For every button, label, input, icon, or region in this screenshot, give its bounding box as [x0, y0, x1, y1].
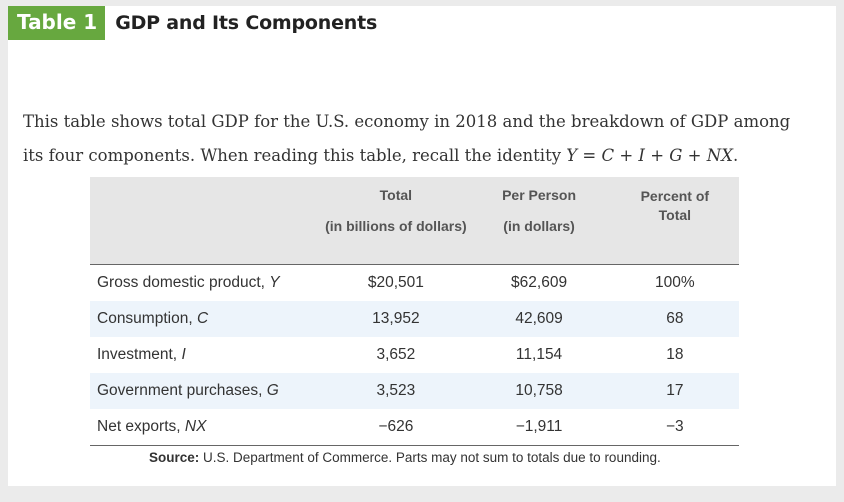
- row-variable: G: [266, 382, 279, 399]
- header-total: Total (in billions of dollars): [324, 177, 468, 265]
- table-row: Investment, I 3,652 11,154 18: [90, 337, 739, 373]
- header-total-title: Total: [379, 187, 413, 203]
- row-label-text: Government purchases,: [97, 382, 263, 399]
- row-variable: C: [196, 310, 209, 327]
- row-label: Government purchases, G: [90, 373, 325, 409]
- cell-total: $20,501: [367, 274, 424, 291]
- row-label: Gross domestic product, Y: [90, 265, 324, 302]
- row-label-text: Consumption,: [97, 310, 193, 327]
- cell-total: 3,523: [324, 373, 468, 409]
- row-variable: Y: [269, 274, 280, 291]
- intro-end: .: [732, 146, 739, 165]
- row-label: Investment, I: [90, 337, 324, 373]
- table-row: Net exports, NX −626 −1,911 −3: [90, 409, 739, 446]
- intro-text: This table shows total GDP for the U.S. …: [23, 112, 791, 165]
- cell-total: 13,952: [324, 301, 468, 337]
- table-header-row: Total (in billions of dollars) Per Perso…: [90, 177, 739, 265]
- gdp-components-table: Total (in billions of dollars) Per Perso…: [90, 177, 739, 446]
- row-label-text: Net exports,: [97, 418, 181, 435]
- row-label-text: Investment,: [97, 346, 178, 363]
- table-row: Gross domestic product, Y $20,501 $62,60…: [90, 265, 739, 302]
- table-header: Table 1 GDP and Its Components: [8, 6, 377, 40]
- table-title: GDP and Its Components: [115, 12, 378, 34]
- header-per-person: Per Person (in dollars): [467, 177, 611, 265]
- cell-total: −626: [324, 409, 468, 446]
- cell-per-person: −1,911: [467, 409, 611, 446]
- cell-per-person: 11,154: [515, 346, 563, 363]
- intro-paragraph: This table shows total GDP for the U.S. …: [23, 105, 813, 173]
- source-label: Source:: [149, 450, 200, 465]
- identity-formula: Y = C + I + G + NX: [566, 146, 733, 165]
- cell-percent: −3: [610, 409, 739, 446]
- source-note: Source: U.S. Department of Commerce. Par…: [149, 450, 661, 465]
- row-label: Consumption, C: [90, 301, 325, 337]
- row-variable: NX: [184, 418, 207, 435]
- cell-per-person: 42,609: [467, 301, 611, 337]
- row-label-text: Gross domestic product,: [97, 274, 265, 291]
- cell-percent: 68: [610, 301, 739, 337]
- cell-total: 3,652: [376, 346, 416, 363]
- header-total-unit: (in billions of dollars): [325, 218, 467, 234]
- cell-percent: 100%: [655, 274, 695, 291]
- header-per-person-title: Per Person: [502, 187, 577, 203]
- row-label: Net exports, NX: [90, 409, 325, 446]
- header-per-person-unit: (in dollars): [503, 218, 575, 234]
- header-percent: Percent of Total: [610, 177, 739, 265]
- header-percent-title: Percent of Total: [640, 188, 710, 223]
- cell-percent: 18: [666, 346, 684, 363]
- cell-per-person: $62,609: [511, 274, 568, 291]
- cell-percent: 17: [610, 373, 739, 409]
- table-badge: Table 1: [8, 6, 106, 40]
- header-blank: [90, 177, 325, 265]
- table-row: Consumption, C 13,952 42,609 68: [90, 301, 739, 337]
- row-variable: I: [181, 346, 186, 363]
- table-row: Government purchases, G 3,523 10,758 17: [90, 373, 739, 409]
- cell-per-person: 10,758: [467, 373, 611, 409]
- source-text: U.S. Department of Commerce. Parts may n…: [203, 450, 661, 465]
